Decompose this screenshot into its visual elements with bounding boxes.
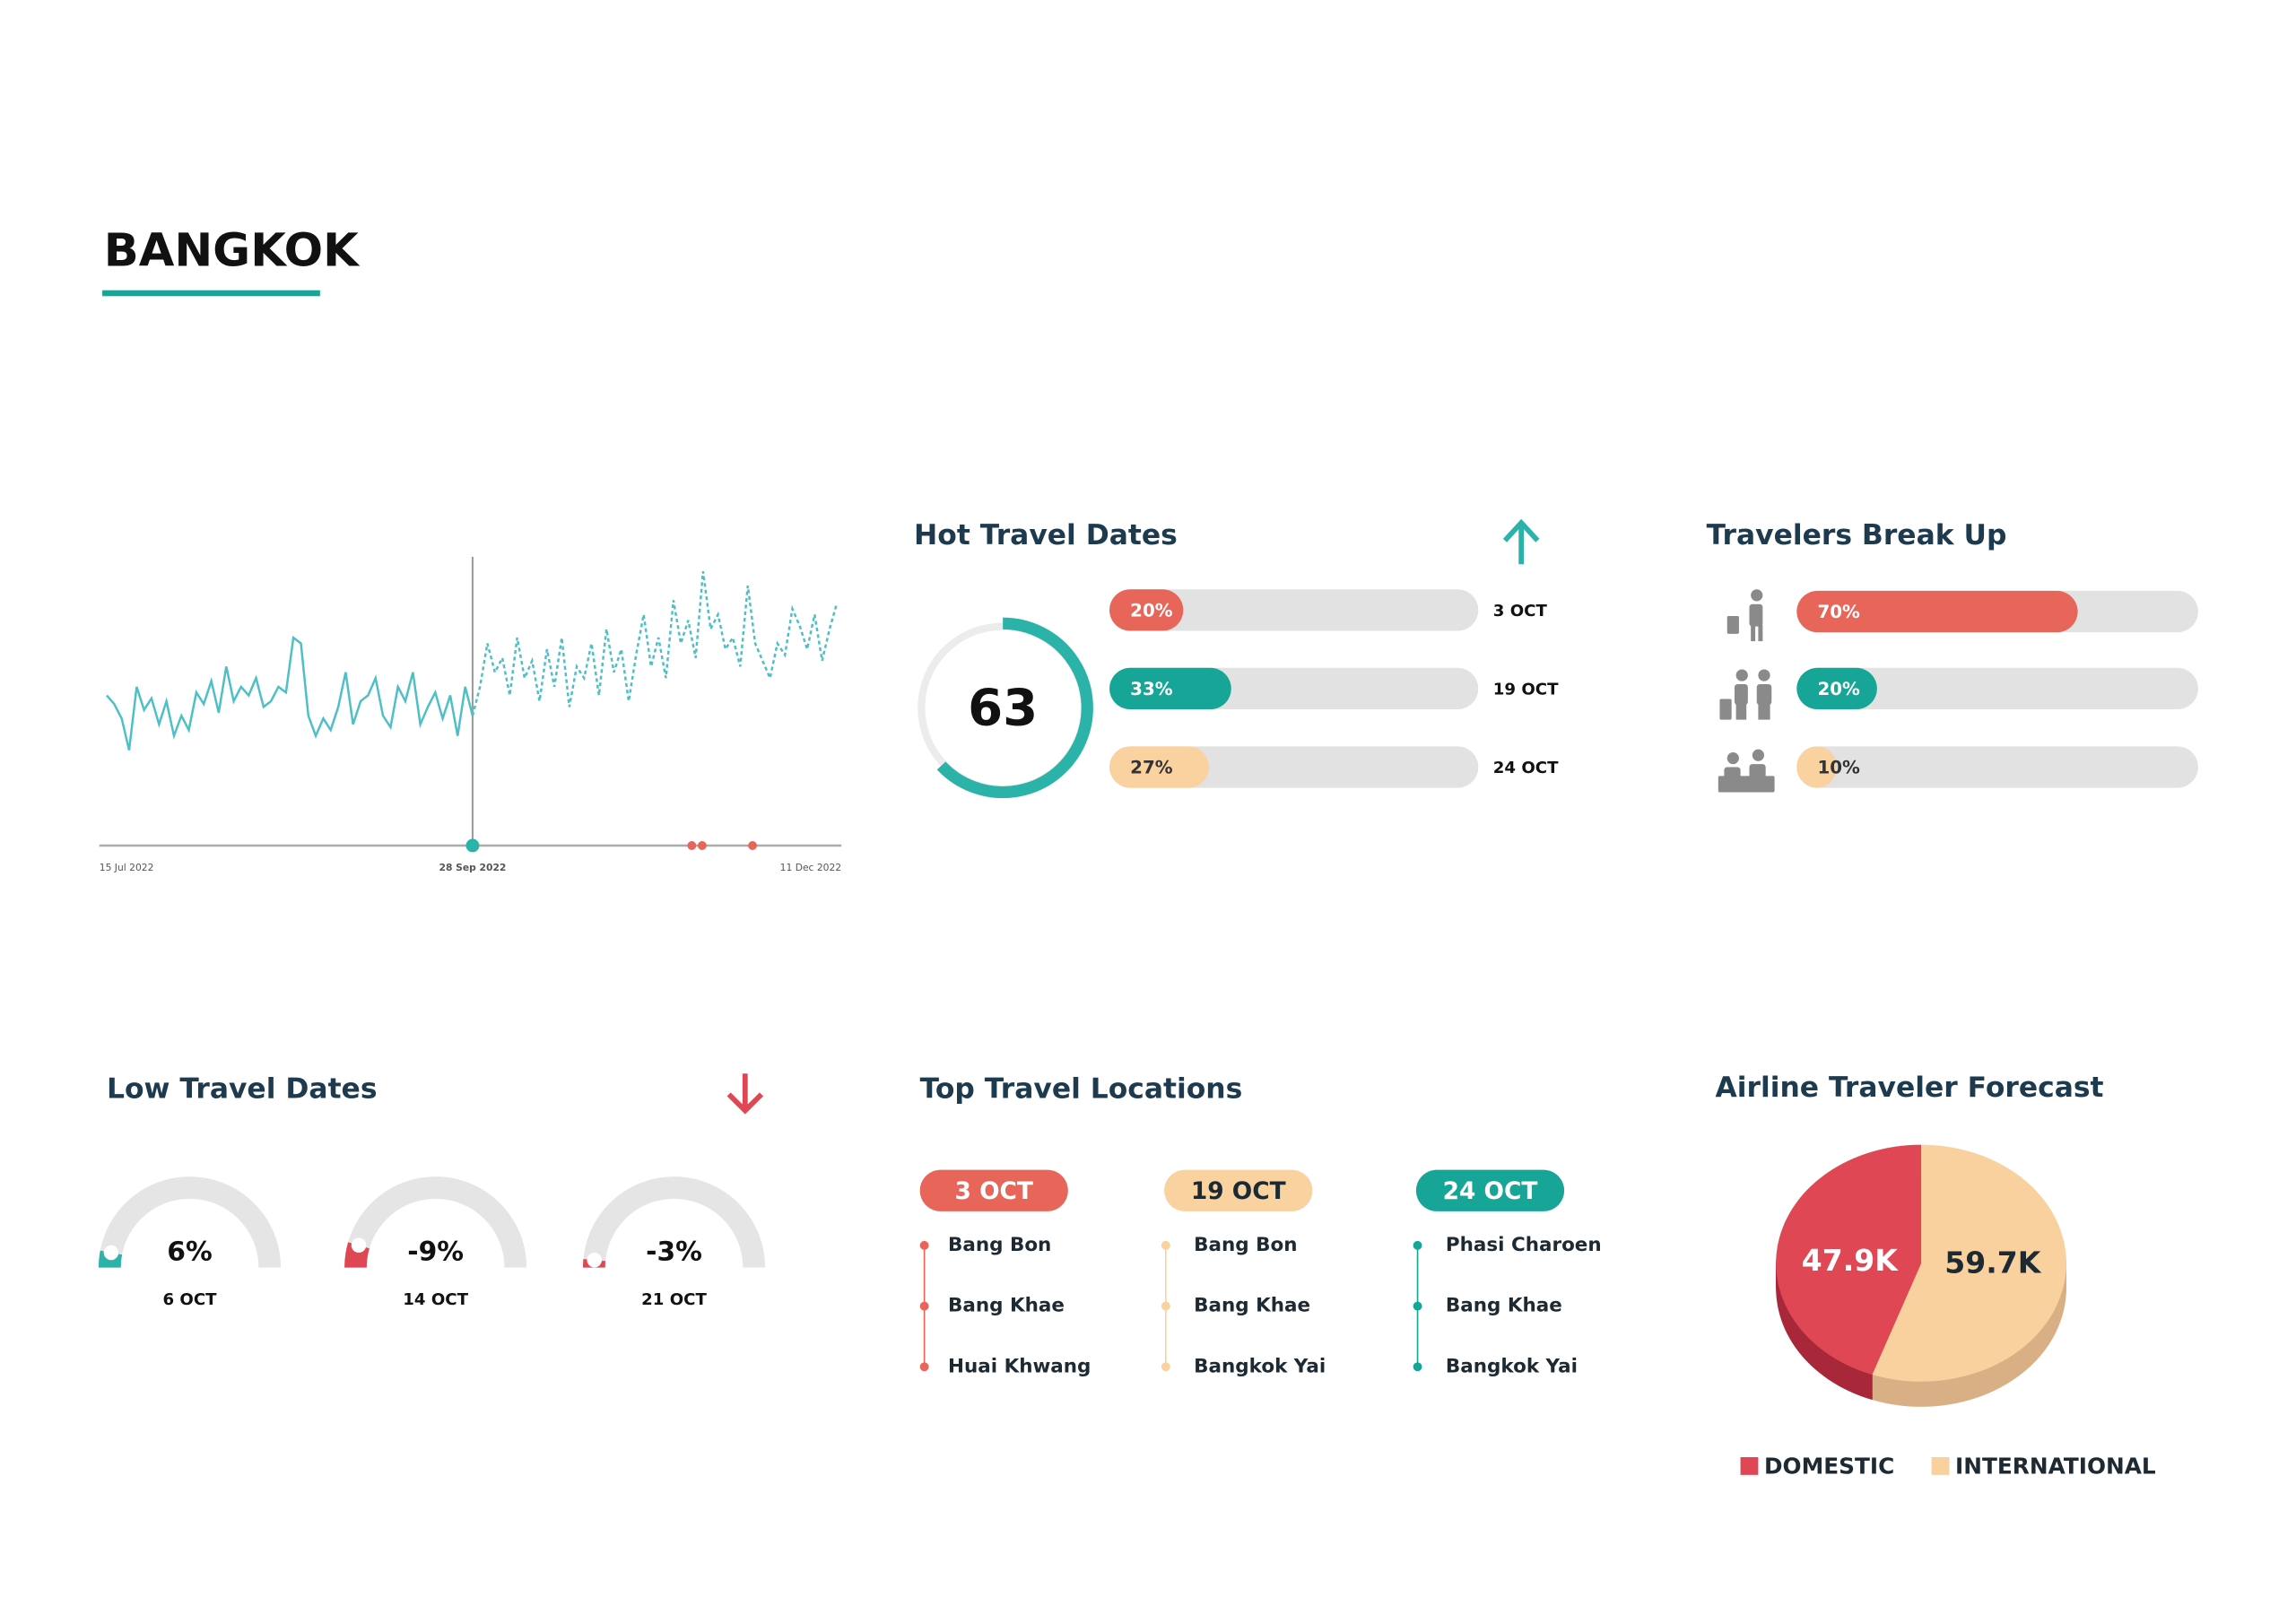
page-title: BANGKOK bbox=[104, 223, 361, 277]
x-tick-label: 28 Sep 2022 bbox=[439, 862, 506, 873]
pill-date: 24 OCT bbox=[1443, 1177, 1538, 1205]
bar-label: 20% bbox=[1130, 601, 1173, 621]
location-name: Bangkok Yai bbox=[1194, 1355, 1326, 1377]
bar-label: 33% bbox=[1130, 679, 1173, 699]
gauge-knob bbox=[351, 1237, 367, 1254]
bar-track bbox=[1796, 746, 2198, 788]
up-arrow bbox=[1502, 518, 1540, 565]
gauge-date: 14 OCT bbox=[403, 1290, 468, 1309]
bar-label: 10% bbox=[1817, 758, 1860, 778]
location-dot bbox=[919, 1301, 929, 1311]
legend-label: INTERNATIONAL bbox=[1955, 1454, 2156, 1480]
gauge-track bbox=[344, 1176, 527, 1268]
date-pill bbox=[1415, 1169, 1565, 1211]
trend-line bbox=[106, 635, 474, 751]
bar-track bbox=[1796, 667, 2198, 710]
location-dot bbox=[1161, 1240, 1170, 1250]
pill-date: 3 OCT bbox=[955, 1177, 1033, 1205]
pie-slice bbox=[1776, 1144, 1922, 1376]
legend-label: DOMESTIC bbox=[1764, 1454, 1894, 1480]
bar-date: 19 OCT bbox=[1493, 681, 1559, 699]
slice-label: 47.9K bbox=[1802, 1243, 1899, 1278]
location-name: Bangkok Yai bbox=[1446, 1355, 1578, 1377]
gauge-date: 6 OCT bbox=[162, 1290, 217, 1309]
gauge-knob bbox=[587, 1252, 603, 1268]
bar bbox=[1109, 746, 1210, 788]
section-title: Low Travel Dates bbox=[107, 1072, 377, 1105]
location-name: Huai Khwang bbox=[948, 1355, 1091, 1377]
bar bbox=[1109, 667, 1231, 710]
location-name: Bang Khae bbox=[948, 1295, 1065, 1317]
slice-label: 59.7K bbox=[1944, 1245, 2041, 1280]
location-name: Bang Bon bbox=[948, 1234, 1051, 1256]
legend-swatch bbox=[1740, 1457, 1759, 1475]
marker bbox=[465, 838, 480, 853]
bar bbox=[1109, 589, 1184, 631]
bar-track bbox=[1109, 589, 1479, 631]
location-dot bbox=[1161, 1362, 1170, 1372]
location-dot bbox=[919, 1240, 929, 1250]
event-dot bbox=[687, 841, 697, 850]
down-arrow bbox=[726, 1073, 764, 1115]
location-dot bbox=[1161, 1301, 1170, 1311]
section-title: Travelers Break Up bbox=[1707, 519, 2007, 551]
gauge-value: -9% bbox=[407, 1237, 464, 1268]
date-pill bbox=[1164, 1169, 1313, 1211]
location-dot bbox=[919, 1362, 929, 1372]
location-dot bbox=[1413, 1240, 1422, 1250]
x-tick-label: 15 Jul 2022 bbox=[100, 862, 154, 873]
section-title: Top Travel Locations bbox=[920, 1072, 1243, 1105]
date-pill bbox=[919, 1169, 1068, 1211]
gauge-value: -3% bbox=[646, 1237, 702, 1268]
traveler-icons bbox=[1718, 589, 1775, 793]
bar bbox=[1796, 746, 1838, 788]
location-name: Bang Khae bbox=[1194, 1295, 1310, 1317]
location-name: Bang Khae bbox=[1446, 1295, 1562, 1317]
title-underline bbox=[102, 290, 320, 297]
bar-date: 3 OCT bbox=[1493, 602, 1548, 621]
location-dot bbox=[1413, 1362, 1422, 1372]
pie-slice bbox=[1872, 1144, 2066, 1382]
location-dot bbox=[1413, 1301, 1422, 1311]
pill-date: 19 OCT bbox=[1191, 1177, 1286, 1205]
gauge-track bbox=[582, 1176, 766, 1268]
event-dot bbox=[748, 841, 758, 850]
trend-line bbox=[471, 570, 839, 716]
gauge-date: 21 OCT bbox=[641, 1290, 707, 1309]
event-dot bbox=[697, 841, 707, 850]
bar-label: 20% bbox=[1817, 679, 1860, 699]
donut-value: 63 bbox=[968, 679, 1038, 737]
gauge-value: 6% bbox=[167, 1237, 212, 1268]
gauge-track bbox=[98, 1176, 282, 1268]
bar-label: 70% bbox=[1817, 602, 1860, 622]
bar bbox=[1796, 667, 1877, 710]
x-tick-label: 11 Dec 2022 bbox=[780, 862, 841, 873]
location-name: Bang Bon bbox=[1194, 1234, 1297, 1256]
bar bbox=[1796, 590, 2078, 633]
location-name: Phasi Charoen bbox=[1446, 1234, 1602, 1256]
bar-date: 24 OCT bbox=[1493, 759, 1559, 777]
gauge-knob bbox=[103, 1245, 119, 1261]
section-title: Airline Traveler Forecast bbox=[1716, 1072, 2104, 1104]
donut-arc bbox=[936, 617, 1093, 799]
section-title: Hot Travel Dates bbox=[914, 519, 1178, 551]
legend-swatch bbox=[1931, 1457, 1950, 1475]
bar-label: 27% bbox=[1130, 758, 1173, 778]
